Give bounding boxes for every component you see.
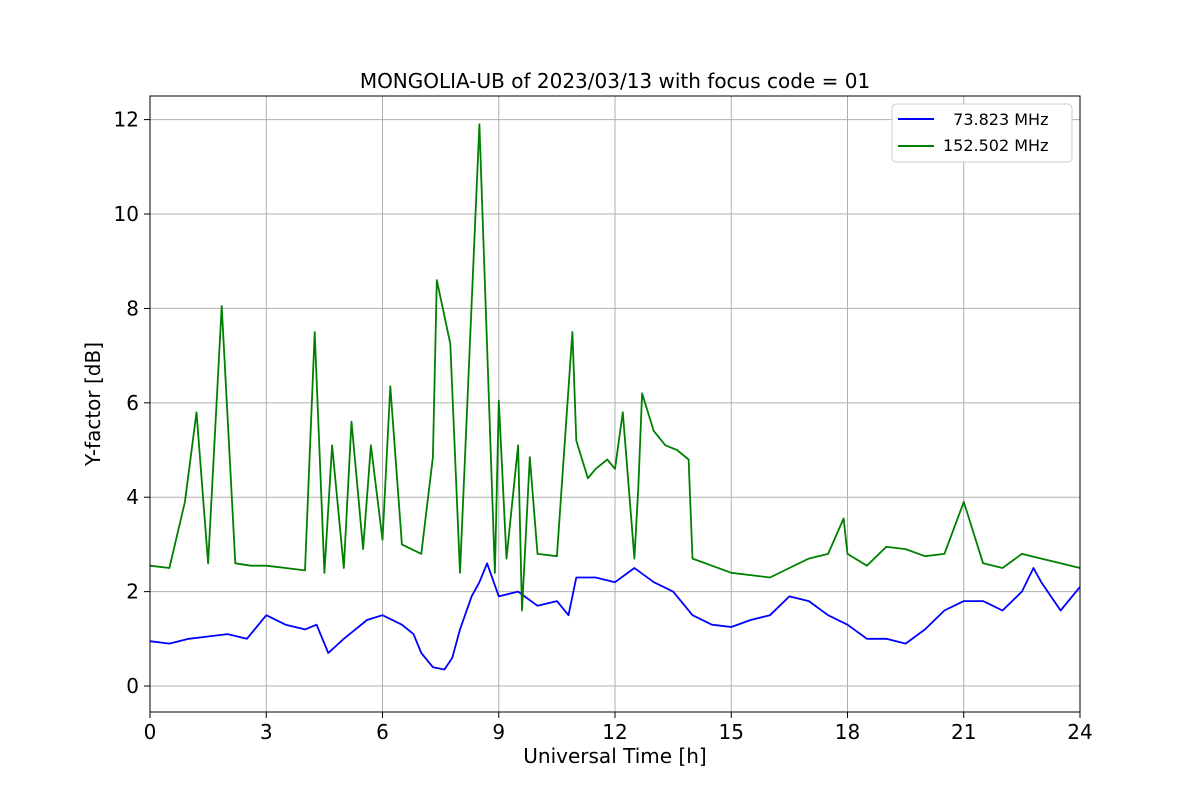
y-tick-label: 8 <box>126 296 139 320</box>
y-axis-label: Y-factor [dB] <box>81 342 105 467</box>
plot-area <box>149 123 1081 671</box>
grid-lines <box>149 96 1081 712</box>
y-tick-label: 10 <box>114 202 139 226</box>
series-line-1 <box>149 123 1081 612</box>
y-tick-label: 4 <box>126 485 139 509</box>
legend-label-73mhz: 73.823 MHz <box>943 110 1048 129</box>
y-tick-label: 0 <box>126 674 139 698</box>
legend: 73.823 MHz 152.502 MHz <box>891 103 1073 163</box>
x-axis: 0 3 6 9 12 15 18 21 24 <box>144 712 1093 744</box>
x-tick-label: 0 <box>144 720 157 744</box>
x-tick-label: 9 <box>492 720 505 744</box>
x-axis-label: Universal Time [h] <box>523 744 706 768</box>
legend-box <box>891 103 1073 163</box>
x-tick-label: 12 <box>602 720 627 744</box>
x-tick-label: 6 <box>376 720 389 744</box>
x-tick-label: 24 <box>1067 720 1092 744</box>
chart-title: MONGOLIA-UB of 2023/03/13 with focus cod… <box>360 69 870 93</box>
y-axis: 0 2 4 6 8 10 12 <box>114 108 150 698</box>
legend-label-152mhz: 152.502 MHz <box>943 136 1048 155</box>
x-tick-label: 18 <box>835 720 860 744</box>
y-tick-label: 12 <box>114 108 139 132</box>
x-tick-label: 15 <box>719 720 744 744</box>
y-tick-label: 6 <box>126 391 139 415</box>
y-tick-label: 2 <box>126 580 139 604</box>
series-line-0 <box>149 562 1081 671</box>
x-tick-label: 3 <box>260 720 273 744</box>
x-tick-label: 21 <box>951 720 976 744</box>
